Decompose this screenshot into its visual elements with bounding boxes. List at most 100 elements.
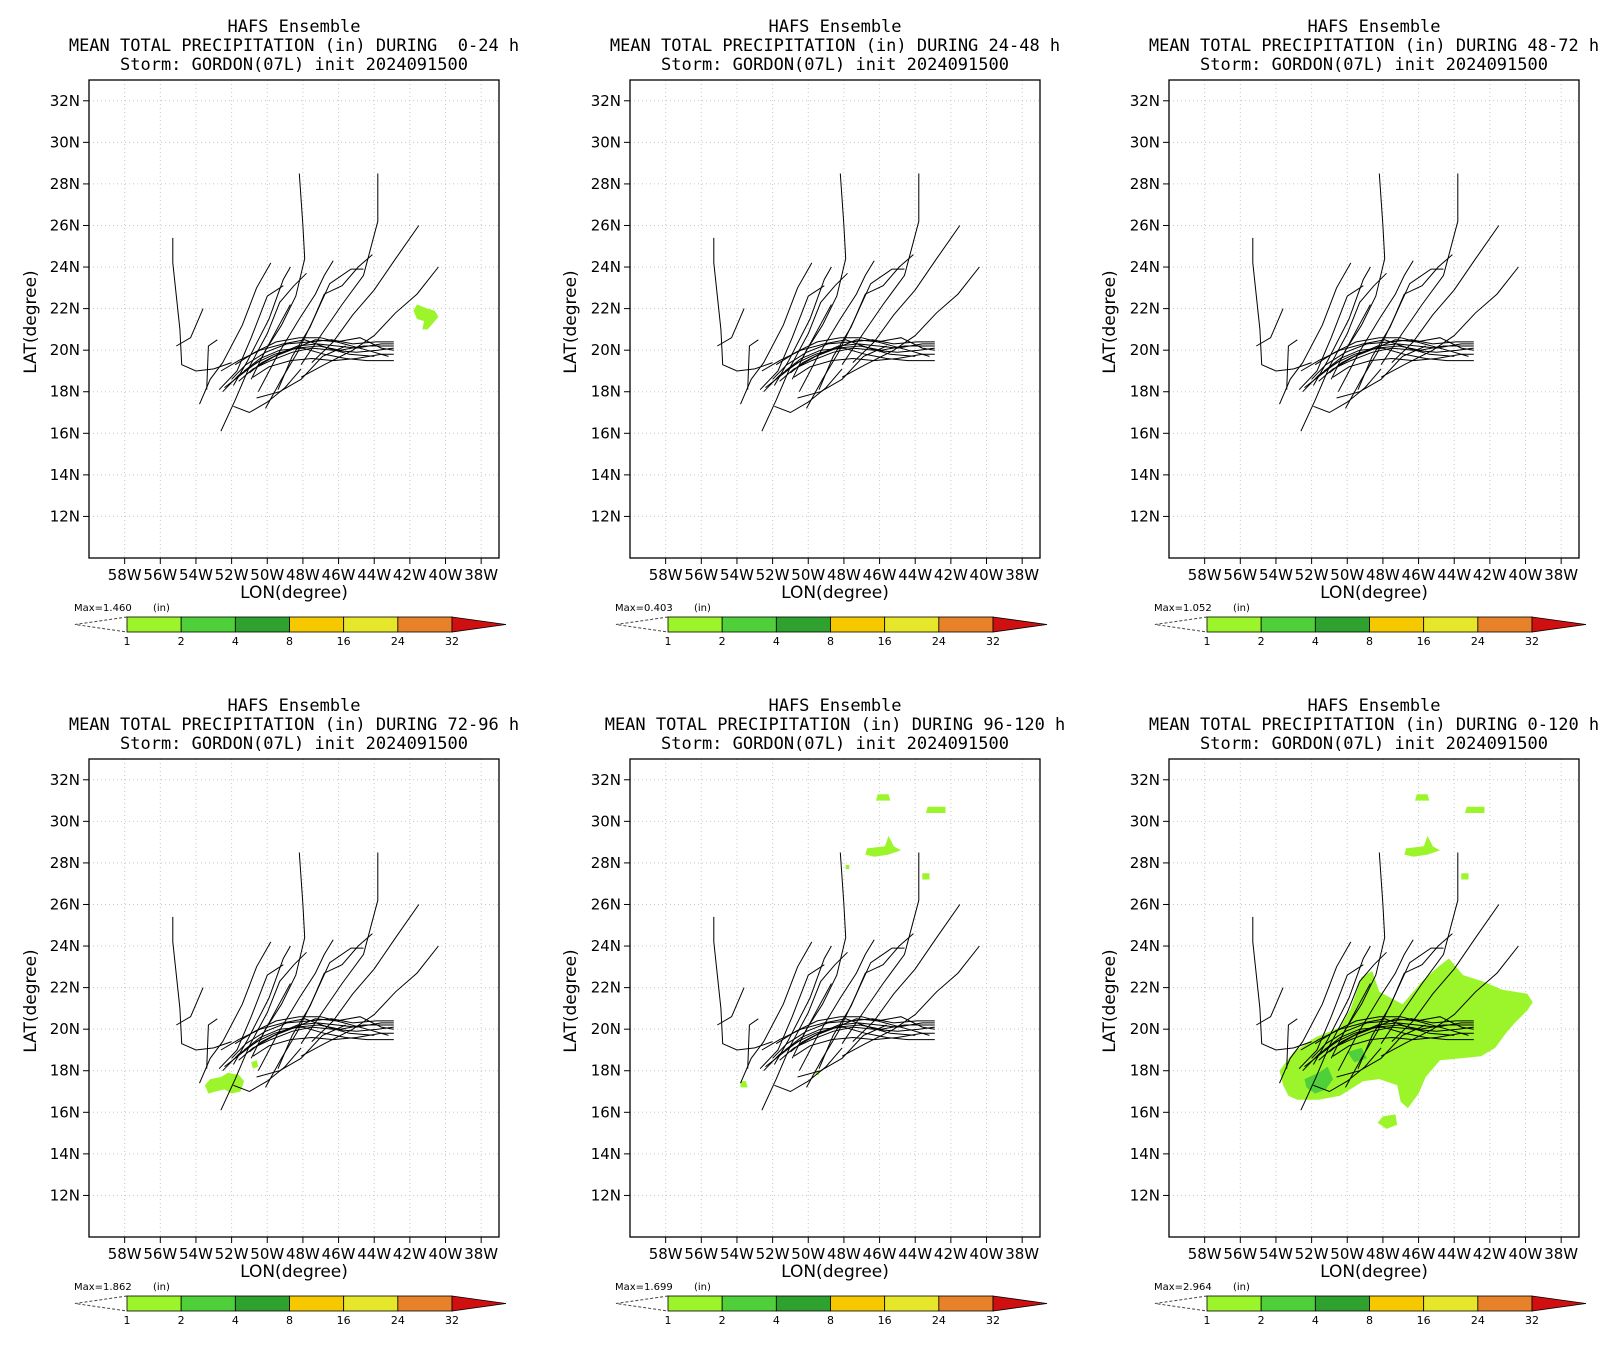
storm-track — [265, 268, 364, 409]
precip-area — [1415, 794, 1430, 801]
storm-track — [1380, 945, 1519, 1057]
x-tick-label: 50W — [1330, 566, 1364, 584]
x-tick-label: 52W — [1295, 1245, 1329, 1263]
panel-title: HAFS Ensemble — [227, 17, 360, 37]
y-tick-label: 20N — [50, 1020, 80, 1038]
colorbar-level-label: 1 — [665, 1314, 672, 1327]
max-label: Max=1.460 — [74, 603, 132, 614]
colorbar-segment — [234, 1295, 290, 1312]
y-tick-label: 24N — [591, 937, 621, 955]
colorbar-segment — [775, 1295, 831, 1312]
x-tick-label: 38W — [1544, 566, 1578, 584]
storm-track — [1298, 964, 1364, 1070]
storm-track — [1279, 941, 1352, 1084]
y-tick-label: 22N — [591, 979, 621, 997]
y-tick-label: 24N — [1130, 258, 1160, 276]
storm-track — [759, 285, 825, 391]
storm-track — [300, 945, 439, 1057]
colorbar-over-triangle — [1531, 1295, 1587, 1312]
x-tick-label: 42W — [393, 1245, 427, 1263]
x-tick-label: 48W — [286, 1245, 320, 1263]
storm-track — [300, 852, 379, 1044]
storm-track — [238, 1026, 394, 1061]
storm-track — [784, 1026, 935, 1051]
max-label: Max=1.862 — [74, 1282, 132, 1293]
colorbar-under-triangle — [615, 1295, 669, 1312]
colorbar-segment — [1260, 1295, 1316, 1312]
colorbar-level-label: 4 — [1312, 1314, 1319, 1327]
storm-track — [1323, 1026, 1474, 1051]
plot-frame — [1168, 79, 1580, 559]
x-tick-label: 50W — [250, 1245, 284, 1263]
y-tick-label: 16N — [1130, 424, 1160, 442]
colorbar-segment — [289, 1295, 345, 1312]
x-tick-label: 56W — [684, 566, 718, 584]
y-tick-label: 16N — [50, 1103, 80, 1121]
storm-track — [841, 173, 920, 365]
colorbar-segment — [289, 616, 345, 633]
x-tick-label: 54W — [1259, 1245, 1293, 1263]
colorbar-segment — [1314, 1295, 1370, 1312]
colorbar-segment — [775, 616, 831, 633]
storm-track — [220, 951, 307, 1111]
storm-track — [300, 266, 439, 378]
storm-track — [1298, 285, 1364, 391]
colorbar-level-label: 4 — [1312, 635, 1319, 648]
storm-track — [1300, 951, 1387, 1111]
colorbar-level-label: 1 — [665, 635, 672, 648]
storm-track — [763, 983, 832, 1072]
y-tick-label: 12N — [50, 507, 80, 525]
panel-0-120h: HAFS Ensemble MEAN TOTAL PRECIPITATION (… — [1100, 696, 1599, 1327]
y-tick-label: 20N — [591, 1020, 621, 1038]
storm-track — [277, 254, 373, 390]
y-tick-label: 32N — [50, 771, 80, 789]
colorbar-level-label: 8 — [827, 635, 834, 648]
storm-track — [218, 964, 284, 1070]
y-tick-label: 14N — [1130, 1145, 1160, 1163]
storm-track — [1313, 368, 1382, 414]
x-tick-label: 42W — [1473, 566, 1507, 584]
precip-area — [1377, 1114, 1398, 1129]
storm-track — [763, 304, 832, 393]
y-tick-label: 12N — [1130, 1186, 1160, 1204]
y-tick-label: 14N — [50, 466, 80, 484]
colorbar-level-label: 16 — [337, 635, 351, 648]
x-tick-label: 40W — [970, 566, 1004, 584]
storm-track — [1357, 254, 1453, 390]
colorbar-level-label: 24 — [391, 635, 405, 648]
colorbar-under-triangle — [74, 1295, 128, 1312]
storm-track — [1345, 268, 1444, 409]
y-tick-label: 26N — [1130, 895, 1160, 913]
y-tick-label: 32N — [1130, 771, 1160, 789]
storm-track — [818, 254, 914, 390]
x-tick-label: 38W — [1005, 566, 1039, 584]
x-tick-label: 44W — [898, 1245, 932, 1263]
storm-track — [1337, 260, 1414, 392]
storm-track — [222, 983, 291, 1072]
colorbar-level-label: 32 — [1525, 1314, 1539, 1327]
storm-track — [1332, 1032, 1474, 1057]
colorbar-segment — [1206, 1295, 1262, 1312]
colorbar-level-label: 1 — [1204, 635, 1211, 648]
storm-track — [797, 345, 887, 399]
storm-track — [852, 225, 961, 363]
y-tick-label: 22N — [50, 300, 80, 318]
y-axis-label: LAT(degree) — [21, 949, 41, 1052]
storm-track — [1337, 939, 1414, 1071]
colorbar-level-label: 2 — [1258, 635, 1265, 648]
storm-track — [1380, 266, 1519, 378]
colorbar-segment — [397, 1295, 453, 1312]
storm-track — [1300, 272, 1387, 432]
colorbar-level-label: 24 — [932, 635, 946, 648]
colorbar-level-label: 2 — [719, 1314, 726, 1327]
colorbar-segment — [1477, 616, 1533, 633]
storm-track — [256, 345, 346, 399]
y-tick-label: 28N — [591, 854, 621, 872]
x-tick-label: 50W — [791, 566, 825, 584]
panel-subtitle: MEAN TOTAL PRECIPITATION (in) DURING 72-… — [69, 715, 519, 735]
precip-area — [925, 806, 946, 813]
storm-track — [1286, 339, 1298, 390]
y-tick-label: 32N — [591, 771, 621, 789]
x-tick-label: 44W — [898, 566, 932, 584]
precip-area — [1464, 806, 1485, 813]
